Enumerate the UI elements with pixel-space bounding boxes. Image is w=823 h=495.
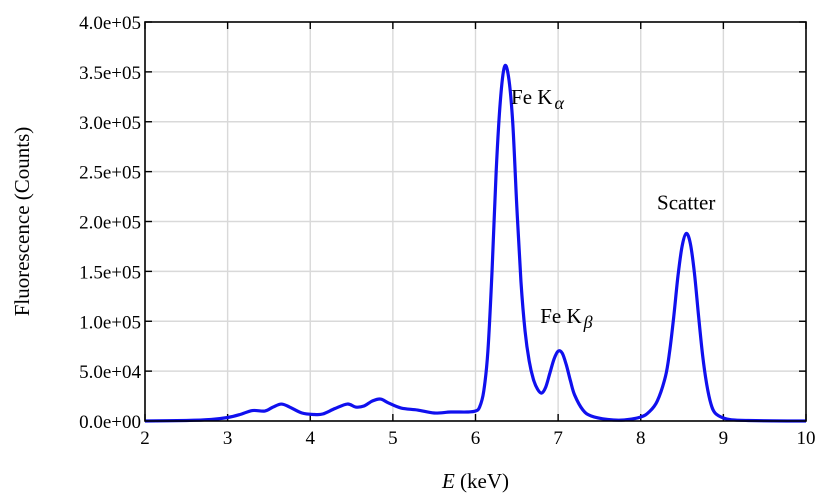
x-tick-label: 9 [719,428,729,449]
y-tick-label: 2.0e+05 [79,213,141,234]
annotation-base-text: Fe K [511,85,552,109]
x-tick-label: 6 [471,428,481,449]
fluorescence-series-line [144,63,807,423]
y-tick-label: 3.0e+05 [79,113,141,134]
annotation-base-text: Scatter [657,191,715,215]
y-tick-label: 1.0e+05 [79,312,141,333]
annotation-greek-subscript: β [583,312,593,332]
plot-frame [144,21,807,422]
y-tick-labels: 0.0e+00 5.0e+04 1.0e+05 1.5e+05 2.0e+05 2.5e+… [79,13,141,433]
grid-lines [145,22,806,421]
x-tick-labels: 2 3 4 5 6 7 8 9 10 [140,428,815,449]
x-tick-label: 10 [797,428,816,449]
x-tick-label: 3 [223,428,233,449]
peak-annotation: Scatter [657,191,715,215]
x-tick-label: 5 [388,428,398,449]
x-axis-title: E (keV) [441,469,509,493]
y-tick-label: 4.0e+05 [79,13,141,34]
annotation-greek-subscript: α [554,93,564,113]
y-tick-label: 3.5e+05 [79,63,141,84]
y-axis-title: Fluorescence (Counts) [10,127,34,317]
y-tick-label: 0.0e+00 [79,412,141,433]
y-tick-label: 2.5e+05 [79,163,141,184]
annotation-base-text: Fe K [540,304,581,328]
y-tick-label: 1.5e+05 [79,262,141,283]
x-axis-variable: E [441,469,455,493]
x-tick-label: 8 [636,428,646,449]
x-tick-label: 4 [306,428,316,449]
x-tick-label: 7 [553,428,563,449]
y-tick-label: 5.0e+04 [79,362,141,383]
x-axis-unit: (keV) [455,469,509,493]
x-tick-label: 2 [140,428,150,449]
